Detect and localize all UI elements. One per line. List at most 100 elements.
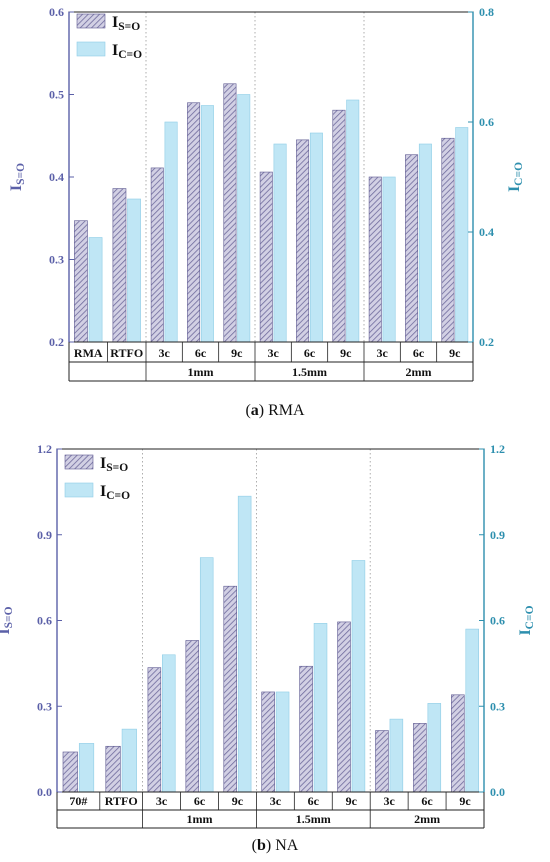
bar-s-o	[150, 167, 164, 343]
category-label: 3c	[268, 346, 280, 360]
bar-c-o	[237, 94, 251, 343]
left-axis-title: IS=O	[8, 163, 27, 191]
bar-s-o	[187, 102, 201, 343]
bar-c-o	[127, 198, 141, 343]
bar-s-o	[405, 154, 419, 343]
legend-label-s-o: IS=O	[100, 455, 128, 474]
bar-c-o	[162, 654, 176, 793]
left-tick-label: 0.6	[49, 5, 64, 19]
bar-s-o	[337, 621, 351, 793]
left-tick-label: 0.5	[49, 88, 64, 102]
right-tick-label: 0.2	[479, 335, 494, 349]
category-label: 9c	[346, 794, 358, 808]
bar-s-o	[62, 751, 78, 793]
left-tick-label: 0.2	[49, 335, 64, 349]
caption: (b) NA	[252, 837, 299, 854]
right-tick-label: 0.4	[479, 225, 494, 239]
bar-c-o	[164, 121, 178, 343]
bar-s-o	[451, 694, 465, 793]
category-label: 6c	[195, 346, 207, 360]
right-tick-label: 0.9	[490, 528, 505, 542]
bar-c-o	[237, 495, 252, 793]
bar-c-o	[200, 105, 214, 343]
chart-na: 0.0 0.3 0.6 0.9 1.2 0.0 0.3 0.6 0.9 1.2 IS=O IC=O IS…	[0, 442, 536, 854]
bar-c-o	[78, 743, 95, 793]
bar-c-o	[309, 132, 323, 343]
left-tick-label: 0.4	[49, 170, 64, 184]
bar-s-o	[223, 83, 237, 343]
bar-s-o	[332, 109, 346, 343]
group-label: 2mm	[406, 365, 432, 379]
legend-swatch-c-o	[64, 482, 94, 498]
category-label: 3c	[384, 794, 396, 808]
bar-s-o	[413, 723, 427, 793]
chart-rma: 0.2 0.3 0.4 0.5 0.6 0.2 0.4 0.6 0.8 IS=O IC=O IS=O I…	[8, 5, 525, 419]
legend-swatch-c-o	[76, 41, 106, 57]
bar-s-o	[375, 730, 389, 793]
right-tick-label: 0.8	[479, 5, 494, 19]
legend-swatch-s-o	[76, 13, 106, 29]
bar-c-o	[346, 99, 360, 343]
bar-s-o	[261, 691, 275, 793]
right-tick-label: 0.3	[490, 699, 505, 713]
left-tick-label: 1.2	[37, 442, 52, 456]
category-label: 6c	[421, 794, 433, 808]
bar-c-o	[121, 728, 137, 793]
category-label: 6c	[194, 794, 206, 808]
left-tick-label: 0.3	[37, 699, 52, 713]
bar-s-o	[259, 171, 273, 343]
bar-s-o	[368, 176, 382, 343]
legend-label-s-o: IS=O	[112, 14, 140, 33]
group-label: 2mm	[414, 812, 440, 826]
category-label: 6c	[304, 346, 316, 360]
category-label: 9c	[459, 794, 471, 808]
bar-s-o	[74, 220, 88, 343]
bar-s-o	[105, 745, 121, 793]
caption: (a) RMA	[245, 402, 305, 419]
legend-swatch-s-o	[64, 454, 94, 470]
category-label: 3c	[159, 346, 171, 360]
right-tick-label: 0.6	[479, 115, 494, 129]
category-label: 9c	[340, 346, 352, 360]
left-tick-label: 0.3	[49, 253, 64, 267]
bar-s-o	[299, 665, 313, 793]
bar-c-o	[199, 557, 214, 793]
legend-label-c-o: IC=O	[100, 483, 130, 502]
category-label: 3c	[156, 794, 168, 808]
category-label: RTFO	[110, 346, 143, 360]
bar-c-o	[465, 628, 479, 793]
bar-c-o	[275, 691, 290, 793]
category-label: 9c	[232, 794, 244, 808]
left-tick-label: 0.9	[37, 528, 52, 542]
bar-c-o	[389, 718, 404, 793]
bar-s-o	[185, 640, 200, 793]
category-label: 6c	[413, 346, 425, 360]
bar-c-o	[88, 237, 103, 343]
category-label: RMA	[74, 346, 103, 360]
left-axis-title: IS=O	[0, 606, 15, 634]
bar-s-o	[223, 585, 237, 793]
category-label: 9c	[231, 346, 243, 360]
category-label: 3c	[377, 346, 389, 360]
right-axis-title: IC=O	[517, 605, 536, 635]
group-label: 1.5mm	[296, 812, 331, 826]
bar-c-o	[455, 127, 469, 343]
group-label: 1mm	[187, 812, 213, 826]
category-label: 6c	[308, 794, 320, 808]
legend-label-c-o: IC=O	[112, 42, 142, 61]
bar-c-o	[418, 143, 432, 343]
group-label: 1.5mm	[292, 365, 327, 379]
group-label: 1mm	[188, 365, 214, 379]
right-tick-label: 0.0	[490, 785, 505, 799]
category-label: 70#	[69, 794, 87, 808]
bar-c-o	[351, 560, 366, 793]
bar-c-o	[427, 703, 442, 793]
category-label: RTFO	[105, 794, 138, 808]
left-tick-label: 0.0	[37, 785, 52, 799]
category-label: 3c	[270, 794, 282, 808]
right-tick-label: 0.6	[490, 614, 505, 628]
bar-c-o	[273, 143, 287, 343]
bar-s-o	[147, 667, 162, 793]
bar-c-o	[313, 623, 328, 793]
